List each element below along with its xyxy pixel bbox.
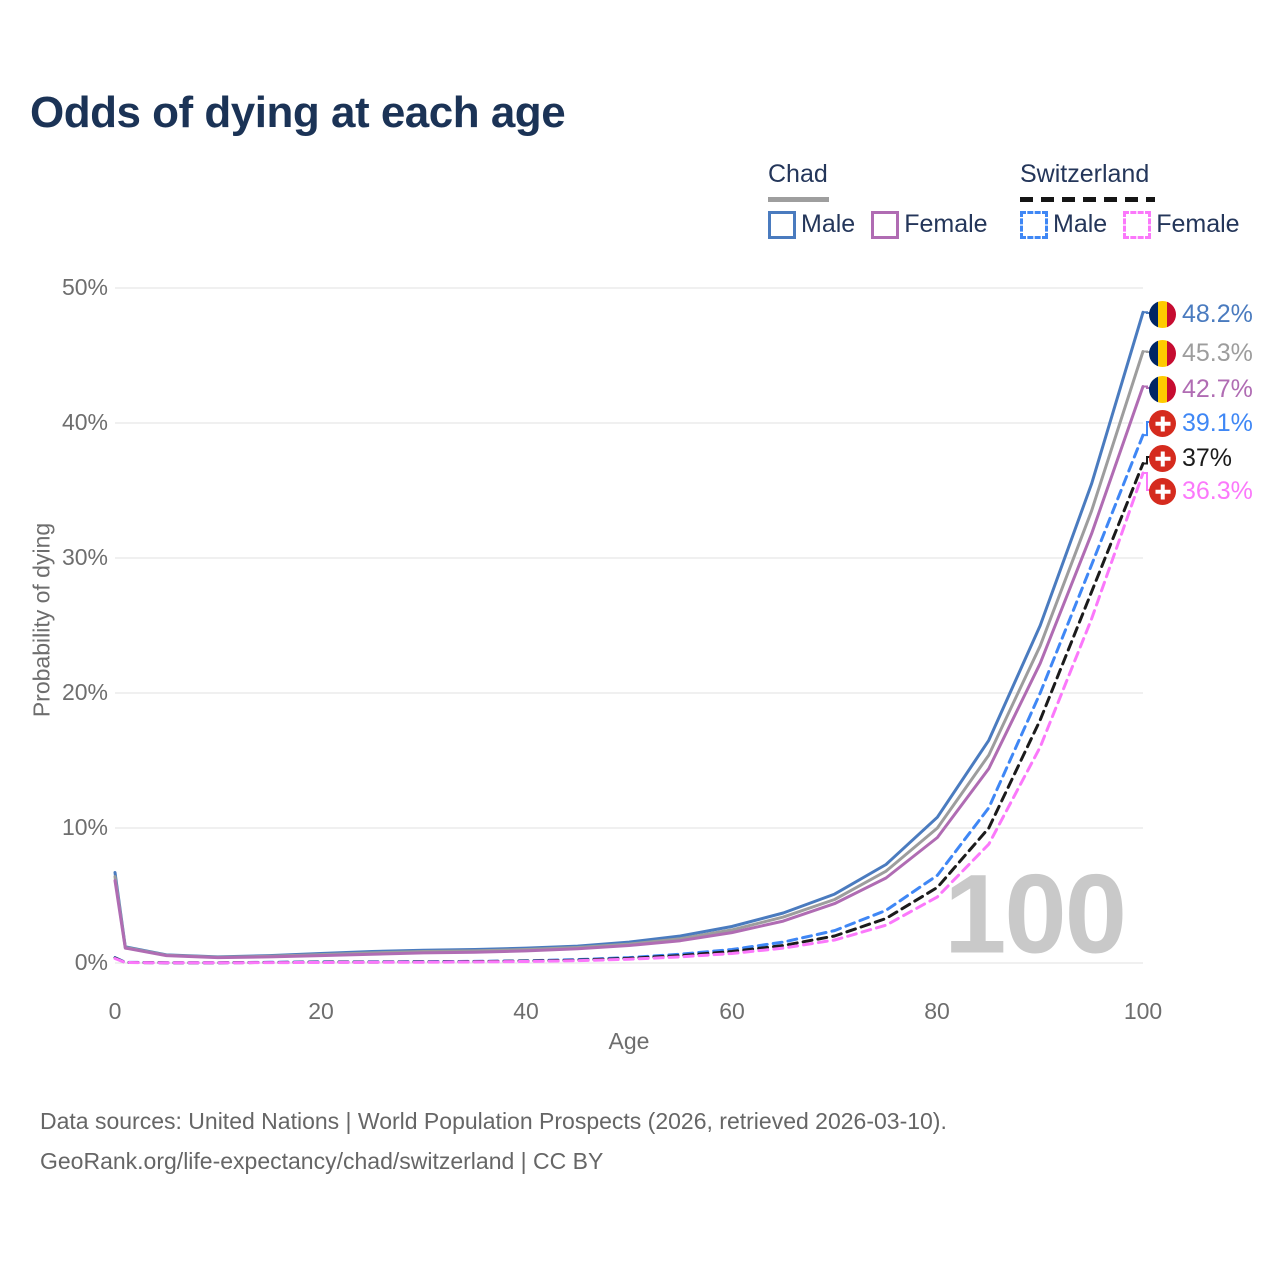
end-value: 39.1% xyxy=(1182,409,1253,437)
chad-male-swatch-icon xyxy=(768,210,796,239)
x-tick-60: 60 xyxy=(719,998,745,1024)
switzerland-flag-icon xyxy=(1149,410,1176,437)
y-tick-30: 30% xyxy=(61,544,108,570)
y-tick-0: 0% xyxy=(74,949,108,975)
legend-switzerland-dashed-line-icon xyxy=(1020,197,1155,202)
legend-switzerland-male-label: Male xyxy=(1053,210,1108,238)
legend-chad-solid-line-icon xyxy=(768,197,829,202)
y-tick-40: 40% xyxy=(61,409,108,435)
x-tick-20: 20 xyxy=(308,998,334,1024)
legend-item-chad-female: Female xyxy=(871,210,988,239)
legend-item-switzerland-female: Female xyxy=(1123,210,1240,239)
legend-group-switzerland: Switzerland Male Female xyxy=(1020,160,1256,239)
data-sources-line: Data sources: United Nations | World Pop… xyxy=(40,1108,947,1134)
legend-switzerland-label: Switzerland xyxy=(1020,160,1150,188)
series-line-switzerland-female xyxy=(113,471,1145,965)
end-label-switzerland-both: 37% xyxy=(1149,444,1232,473)
page-title: Odds of dying at each age xyxy=(30,88,566,137)
legend-chad-label: Chad xyxy=(768,160,828,188)
switzerland-flag-icon xyxy=(1149,445,1176,472)
switzerland-flag-icon xyxy=(1149,478,1176,505)
end-label-chad-female: 42.7% xyxy=(1149,375,1253,404)
end-value: 48.2% xyxy=(1182,300,1253,328)
chad-female-swatch-icon xyxy=(871,210,900,239)
end-label-chad-both: 45.3% xyxy=(1149,339,1253,368)
chad-flag-icon xyxy=(1149,340,1176,367)
legend-item-chad-male: Male xyxy=(768,210,855,239)
end-label-switzerland-female: 36.3% xyxy=(1149,477,1253,506)
y-tick-10: 10% xyxy=(61,814,108,840)
y-tick-50: 50% xyxy=(61,274,108,300)
end-value: 37% xyxy=(1182,444,1233,472)
y-axis-title: Probability of dying xyxy=(28,522,55,718)
switzerland-female-swatch-icon xyxy=(1123,210,1152,239)
x-tick-80: 80 xyxy=(924,998,950,1024)
chad-flag-icon xyxy=(1149,301,1176,328)
x-axis-title: Age xyxy=(608,1028,650,1054)
x-tick-0: 0 xyxy=(108,998,122,1024)
attribution-line: GeoRank.org/life-expectancy/chad/switzer… xyxy=(40,1148,604,1174)
end-label-chad-male: 48.2% xyxy=(1149,300,1253,329)
legend-switzerland-female-label: Female xyxy=(1156,210,1240,238)
x-tick-100: 100 xyxy=(1123,998,1163,1024)
end-value: 42.7% xyxy=(1182,375,1253,403)
age-watermark: 100 xyxy=(944,851,1127,977)
x-tick-40: 40 xyxy=(513,998,539,1024)
legend-chad-female-label: Female xyxy=(904,210,988,238)
legend-chad-male-label: Male xyxy=(801,210,856,238)
series-line-chad-female xyxy=(113,385,1145,960)
end-value: 36.3% xyxy=(1182,477,1253,505)
y-tick-20: 20% xyxy=(61,679,108,705)
legend-group-chad: Chad Male Female xyxy=(768,160,1004,239)
end-label-switzerland-male: 39.1% xyxy=(1149,409,1253,438)
end-value: 45.3% xyxy=(1182,339,1253,367)
switzerland-male-swatch-icon xyxy=(1020,210,1048,239)
legend-item-switzerland-male: Male xyxy=(1020,210,1107,239)
chad-flag-icon xyxy=(1149,376,1176,403)
